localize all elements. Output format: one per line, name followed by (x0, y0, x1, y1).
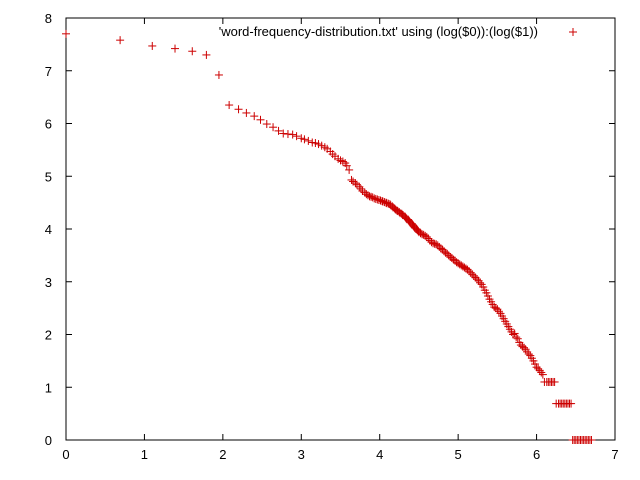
x-tick-label: 7 (611, 447, 618, 462)
legend-marker (569, 28, 577, 36)
y-tick-label: 3 (45, 275, 52, 290)
data-point (292, 132, 301, 141)
data-point (116, 36, 125, 45)
x-tick-label: 5 (455, 447, 462, 462)
legend-label: 'word-frequency-distribution.txt' using … (219, 24, 538, 39)
data-point (250, 112, 259, 121)
data-point (279, 129, 288, 138)
legend: 'word-frequency-distribution.txt' using … (219, 24, 577, 39)
y-tick-label: 6 (45, 117, 52, 132)
x-tick-label: 2 (219, 447, 226, 462)
data-point (512, 333, 521, 342)
data-point (269, 123, 278, 132)
x-tick-label: 3 (298, 447, 305, 462)
data-point (550, 377, 559, 386)
data-point (274, 126, 283, 135)
data-point (493, 305, 502, 314)
y-tick-label: 2 (45, 328, 52, 343)
data-point (214, 70, 223, 79)
x-tick-label: 1 (141, 447, 148, 462)
data-point (62, 29, 70, 38)
x-tick-label: 6 (533, 447, 540, 462)
data-point (476, 278, 485, 287)
y-tick-label: 7 (45, 64, 52, 79)
data-point (304, 136, 313, 145)
data-point (513, 334, 522, 343)
data-point (342, 161, 351, 170)
x-axis: 0 1 2 3 4 5 6 7 (62, 18, 619, 462)
y-tick-label: 1 (45, 380, 52, 395)
y-tick-label: 8 (45, 11, 52, 26)
data-point (524, 350, 533, 359)
data-point (262, 120, 271, 129)
x-tick-label: 4 (376, 447, 383, 462)
data-points (62, 29, 596, 444)
y-tick-label: 0 (45, 433, 52, 448)
data-point (188, 47, 197, 56)
data-point (587, 436, 596, 444)
data-point (300, 135, 309, 144)
data-point (242, 108, 251, 117)
data-point (148, 41, 157, 50)
data-point (202, 50, 211, 59)
data-point (567, 399, 576, 408)
data-point (171, 44, 180, 53)
data-point (537, 368, 546, 377)
data-point (535, 366, 544, 375)
data-point (256, 115, 265, 124)
data-point (356, 184, 365, 193)
y-axis: 0 1 2 3 4 5 6 7 8 (45, 11, 615, 448)
data-point (234, 105, 243, 114)
data-point (510, 329, 519, 338)
y-tick-label: 4 (45, 222, 52, 237)
y-tick-label: 5 (45, 169, 52, 184)
legend-marker-glyph (569, 28, 577, 36)
data-point (355, 182, 364, 191)
plot-frame (65, 17, 616, 441)
data-point (225, 101, 234, 110)
data-point (520, 343, 529, 352)
data-point (288, 130, 297, 139)
x-tick-label: 0 (62, 447, 69, 462)
data-point (351, 179, 360, 188)
data-point (345, 165, 354, 174)
data-point (494, 307, 503, 316)
data-point (538, 370, 547, 379)
data-point (283, 130, 292, 139)
